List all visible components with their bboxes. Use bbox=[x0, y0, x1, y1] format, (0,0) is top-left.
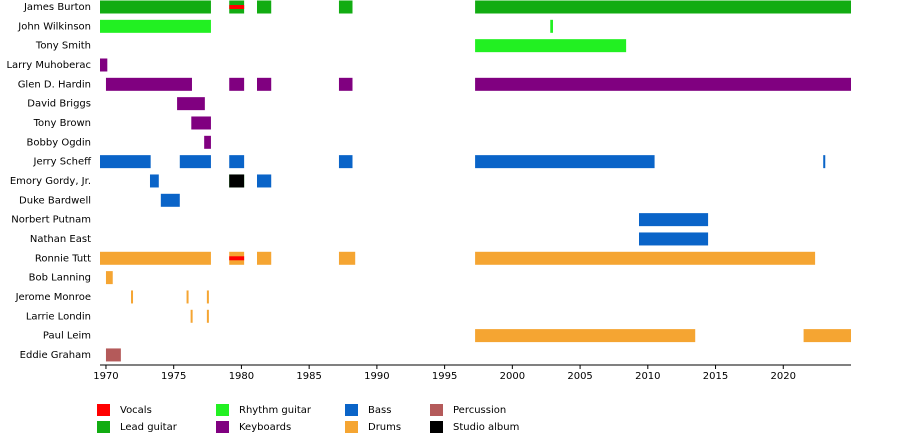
period-bar bbox=[550, 19, 553, 33]
period-bar bbox=[131, 290, 134, 304]
period-bar bbox=[229, 77, 245, 91]
period-bar bbox=[803, 329, 851, 343]
member-label: Tony Brown bbox=[33, 118, 91, 129]
legend-label: Lead guitar bbox=[120, 422, 178, 433]
period-bar bbox=[190, 309, 193, 323]
x-tick-label: 2010 bbox=[635, 371, 660, 382]
legend-swatch bbox=[430, 421, 443, 433]
period-bar bbox=[149, 174, 159, 188]
period-bar bbox=[100, 0, 211, 14]
legend-label: Bass bbox=[368, 405, 391, 416]
period-bar bbox=[229, 155, 245, 169]
member-label: Duke Bardwell bbox=[19, 195, 91, 206]
period-bar bbox=[475, 251, 816, 265]
period-bar bbox=[229, 256, 245, 261]
period-bar bbox=[475, 39, 627, 53]
period-bar bbox=[475, 0, 851, 14]
x-tick-label: 2005 bbox=[567, 371, 592, 382]
period-bar bbox=[177, 97, 205, 111]
x-tick-label: 1975 bbox=[161, 371, 186, 382]
legend-label: Rhythm guitar bbox=[239, 405, 312, 416]
x-tick-label: 1985 bbox=[296, 371, 321, 382]
period-bar bbox=[204, 135, 211, 149]
member-label: Paul Leim bbox=[43, 331, 91, 342]
legend-swatch bbox=[430, 404, 443, 416]
period-bar bbox=[186, 290, 189, 304]
legend-label: Drums bbox=[368, 422, 401, 433]
period-bar bbox=[338, 77, 353, 91]
member-label: Bobby Ogdin bbox=[27, 137, 91, 148]
period-bar bbox=[257, 77, 272, 91]
member-label: Tony Smith bbox=[35, 41, 91, 52]
period-bar bbox=[338, 251, 356, 265]
period-bar bbox=[100, 58, 108, 72]
legend-swatch bbox=[216, 404, 229, 416]
legend-swatch bbox=[345, 421, 358, 433]
legend-label: Percussion bbox=[453, 405, 506, 416]
member-label: Jerry Scheff bbox=[33, 157, 93, 168]
period-bar bbox=[475, 155, 655, 169]
legend-swatch bbox=[345, 404, 358, 416]
member-label: Norbert Putnam bbox=[11, 215, 91, 226]
x-tick-label: 1990 bbox=[364, 371, 389, 382]
x-tick-label: 1970 bbox=[93, 371, 118, 382]
period-bar bbox=[229, 174, 245, 188]
period-bar bbox=[105, 348, 121, 362]
period-bar bbox=[160, 193, 180, 207]
member-label: David Briggs bbox=[27, 99, 91, 110]
period-bar bbox=[105, 77, 192, 91]
member-label: James Burton bbox=[23, 2, 91, 13]
period-bar bbox=[639, 213, 709, 227]
x-tick-label: 1995 bbox=[432, 371, 457, 382]
member-label: Glen D. Hardin bbox=[18, 79, 91, 90]
period-bar bbox=[229, 5, 245, 9]
member-label: Jerome Monroe bbox=[15, 292, 91, 303]
period-bar bbox=[100, 155, 151, 169]
member-label: Bob Lanning bbox=[29, 273, 91, 284]
member-label: John Wilkinson bbox=[17, 21, 91, 32]
period-bar bbox=[206, 309, 209, 323]
member-label: Larrie Londin bbox=[26, 311, 91, 322]
period-bar bbox=[338, 155, 353, 169]
x-tick-label: 2015 bbox=[703, 371, 728, 382]
period-bar bbox=[179, 155, 211, 169]
member-label: Larry Muhoberac bbox=[6, 60, 91, 71]
legend-label: Vocals bbox=[120, 405, 152, 416]
legend-label: Keyboards bbox=[239, 422, 291, 433]
legend-swatch bbox=[97, 404, 110, 416]
period-bar bbox=[206, 290, 209, 304]
x-tick-label: 2000 bbox=[500, 371, 525, 382]
member-label: Nathan East bbox=[30, 234, 91, 245]
period-bar bbox=[823, 155, 826, 169]
period-bar bbox=[475, 77, 851, 91]
member-label: Eddie Graham bbox=[20, 350, 91, 361]
member-label: Ronnie Tutt bbox=[35, 253, 91, 264]
legend-label: Studio album bbox=[453, 422, 519, 433]
period-bar bbox=[100, 19, 211, 33]
legend-swatch bbox=[216, 421, 229, 433]
period-bar bbox=[257, 0, 272, 14]
legend-swatch bbox=[97, 421, 110, 433]
x-tick-label: 2020 bbox=[771, 371, 796, 382]
period-bar bbox=[338, 0, 353, 14]
member-label: Emory Gordy, Jr. bbox=[10, 176, 91, 187]
period-bar bbox=[191, 116, 211, 130]
period-bar bbox=[257, 174, 272, 188]
period-bar bbox=[475, 329, 696, 343]
x-tick-label: 1980 bbox=[229, 371, 254, 382]
period-bar bbox=[257, 251, 272, 265]
period-bar bbox=[100, 251, 211, 265]
period-bar bbox=[105, 271, 113, 285]
period-bar bbox=[639, 232, 709, 246]
